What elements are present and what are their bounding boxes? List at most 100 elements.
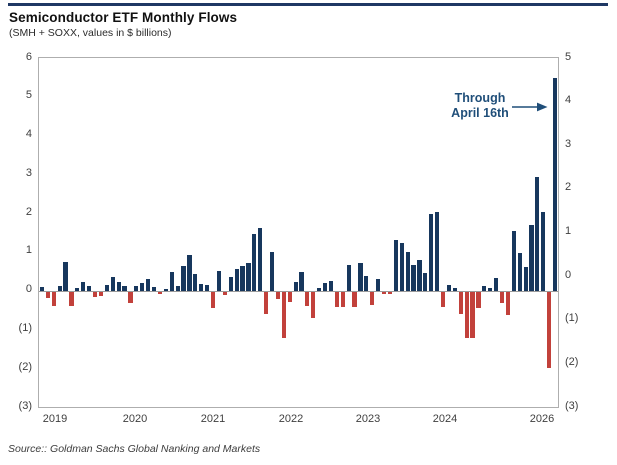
bar: [423, 273, 428, 291]
annotation-through-april: Through April 16th: [434, 91, 526, 121]
bar: [322, 283, 328, 291]
x-tick-label: 2026: [529, 413, 555, 425]
bar: [435, 212, 440, 291]
bar: [210, 292, 216, 308]
bar: [287, 292, 292, 302]
bar: [340, 292, 345, 307]
bar: [75, 288, 80, 291]
bar: [553, 78, 558, 291]
y-tick-label: 0: [565, 269, 572, 281]
bar: [305, 292, 310, 306]
bar: [494, 278, 499, 291]
bar: [51, 292, 56, 306]
bar: [193, 274, 198, 291]
bar: [476, 292, 481, 308]
y-tick-label: (2): [18, 361, 32, 373]
bar: [151, 287, 157, 291]
bar: [199, 284, 204, 291]
bar: [464, 292, 469, 338]
bar: [181, 266, 186, 291]
bar: [104, 285, 109, 291]
bar: [381, 292, 387, 294]
bar: [440, 292, 446, 307]
bar: [470, 292, 475, 338]
bar: [317, 288, 322, 291]
bar: [499, 292, 505, 303]
x-tick-label: 2020: [122, 413, 148, 425]
y-tick-label: 1: [25, 244, 32, 256]
x-axis: 2019 2020 2021 2022 2023 2024 2026: [38, 413, 559, 427]
bar: [275, 292, 280, 299]
bar: [411, 265, 416, 291]
y-tick-label: (3): [18, 400, 32, 412]
bar: [417, 260, 422, 291]
bar: [547, 292, 552, 368]
y-tick-label: 4: [25, 128, 32, 140]
bar: [370, 292, 375, 305]
bar: [240, 266, 245, 291]
bar: [429, 214, 434, 291]
bar: [187, 255, 192, 291]
bar: [505, 292, 510, 315]
bar: [140, 283, 145, 291]
bar: [146, 279, 151, 291]
y-tick-label: 3: [565, 138, 572, 150]
y-tick-label: (3): [565, 400, 579, 412]
bar: [352, 292, 357, 307]
bar: [92, 292, 98, 297]
bar: [299, 272, 304, 291]
bar: [216, 271, 222, 291]
bar: [334, 292, 339, 307]
x-tick-label: 2022: [278, 413, 304, 425]
y-tick-label: 4: [565, 94, 572, 106]
y-tick-label: 5: [565, 51, 572, 63]
y-tick-label: 1: [565, 225, 572, 237]
y-tick-label: (1): [18, 322, 32, 334]
source-note: Source:: Goldman Sachs Global Nanking an…: [8, 443, 261, 455]
bar: [281, 292, 286, 338]
bar: [364, 276, 369, 291]
y-tick-label: 6: [25, 51, 32, 63]
bar: [452, 288, 457, 291]
bar: [517, 253, 522, 291]
bar: [482, 286, 487, 291]
bar: [122, 286, 127, 291]
bar: [116, 282, 121, 291]
bar: [511, 231, 516, 291]
bar: [264, 292, 269, 314]
page-title: Semiconductor ETF Monthly Flows: [9, 10, 238, 25]
y-tick-label: 3: [25, 167, 32, 179]
bar: [87, 286, 92, 291]
bar: [205, 285, 210, 291]
x-tick-label: 2024: [432, 413, 458, 425]
bar: [69, 292, 74, 306]
bar: [529, 225, 534, 291]
bar: [222, 292, 227, 295]
x-tick-label: 2023: [355, 413, 381, 425]
plot-area: [38, 57, 559, 408]
arrow-right-icon: [512, 100, 548, 114]
bar: [228, 277, 233, 291]
annotation-line1: Through: [454, 91, 506, 105]
bar: [98, 292, 104, 296]
bar: [376, 279, 381, 291]
y-tick-label: 2: [25, 206, 32, 218]
top-rule: [8, 3, 608, 6]
bar: [488, 288, 493, 291]
x-tick-label: 2019: [42, 413, 68, 425]
y-tick-label: (1): [565, 312, 579, 324]
y-tick-label: 5: [25, 89, 32, 101]
bar: [269, 252, 275, 291]
y-tick-label: 2: [565, 181, 572, 193]
bar: [175, 286, 180, 291]
x-tick-label: 2021: [200, 413, 226, 425]
bar: [134, 286, 139, 291]
y-axis-left: 6 5 4 3 2 1 0 (1) (2) (3): [0, 51, 32, 412]
bar: [387, 292, 393, 294]
bar: [346, 265, 351, 291]
bar: [45, 292, 50, 298]
bar: [258, 228, 263, 291]
y-tick-label: (2): [565, 356, 579, 368]
bar: [535, 177, 540, 291]
